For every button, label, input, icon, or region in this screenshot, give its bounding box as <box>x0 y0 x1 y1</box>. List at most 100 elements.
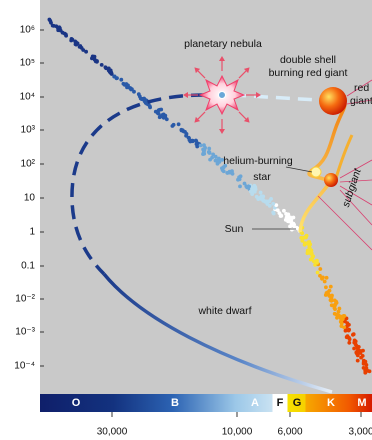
spectral-class: B <box>171 397 179 409</box>
spectral-class: F <box>277 397 284 409</box>
star-dot <box>237 177 241 181</box>
spectral-class: K <box>327 397 335 409</box>
star-dot <box>207 147 211 151</box>
star-dot <box>339 316 343 320</box>
star-dot <box>100 63 104 67</box>
star-dot <box>268 204 272 208</box>
star-dot <box>259 191 263 195</box>
star-dot <box>243 182 247 186</box>
star-dot <box>148 104 152 108</box>
star-dot <box>93 58 97 62</box>
label: white dwarf <box>197 305 251 317</box>
star-dot <box>51 24 55 28</box>
star-dot <box>59 29 63 33</box>
star-dot <box>214 159 218 163</box>
star-dot <box>356 350 360 354</box>
star-dot <box>78 45 82 49</box>
label: planetary nebula <box>184 38 262 50</box>
y-tick-label: 10³ <box>21 125 36 136</box>
y-tick-label: 10⁵ <box>20 58 35 69</box>
star-dot <box>74 41 78 45</box>
star-dot <box>329 285 333 289</box>
star-dot <box>282 209 286 213</box>
spectral-class: M <box>357 397 366 409</box>
label: double shell <box>280 54 336 66</box>
star-dot <box>181 128 185 132</box>
star-dot <box>347 336 351 340</box>
star-dot <box>311 255 315 259</box>
star-dot <box>318 267 322 271</box>
x-tick-label: 30,000 <box>97 427 128 438</box>
red-giant <box>319 87 347 115</box>
star-dot <box>107 69 111 73</box>
page: {"y_axis": {"labels": ["10⁶", "10⁵", "10… <box>0 0 372 440</box>
star-dot <box>288 225 292 229</box>
x-tick-label: 6,000 <box>277 427 302 438</box>
star-dot <box>256 197 260 201</box>
star-dot <box>352 332 356 336</box>
star-dot <box>339 320 343 324</box>
star-dot <box>362 362 366 366</box>
star-dot <box>284 212 288 216</box>
star-dot <box>228 170 232 174</box>
star-dot <box>344 329 348 333</box>
label: helium-burning <box>223 155 293 167</box>
star-dot <box>214 155 218 159</box>
star-dot <box>126 84 130 88</box>
star-dot <box>316 271 320 275</box>
star-dot <box>366 369 370 373</box>
star-dot <box>347 341 351 345</box>
y-tick-label: 1 <box>29 227 35 238</box>
star-dot <box>160 113 164 117</box>
star-dot <box>342 326 346 330</box>
star-dot <box>208 158 212 162</box>
star-dot <box>130 87 134 91</box>
label: red <box>354 82 369 94</box>
spectral-class: A <box>251 397 259 409</box>
spectral-class: O <box>72 397 81 409</box>
label: burning red giant <box>269 67 348 79</box>
subgiant-star <box>324 173 338 187</box>
star-dot <box>163 114 167 118</box>
x-tick-label: 3,000 <box>348 427 372 438</box>
star-dot <box>249 190 253 194</box>
star-dot <box>84 50 88 54</box>
star-dot <box>203 148 207 152</box>
y-tick-label: 10² <box>21 159 36 170</box>
star-dot <box>353 339 357 343</box>
star-dot <box>263 199 267 203</box>
star-dot <box>347 323 351 327</box>
y-tick-label: 10⁻³ <box>15 327 35 338</box>
y-tick-label: 10⁻² <box>15 294 35 305</box>
star-dot <box>119 78 123 82</box>
star-dot <box>207 150 211 154</box>
star-dot <box>279 214 283 218</box>
star-dot <box>357 345 361 349</box>
star-dot <box>356 359 360 363</box>
star-dot <box>253 185 257 189</box>
y-tick-label: 10⁻⁴ <box>14 361 35 372</box>
star-dot <box>177 122 181 126</box>
star-dot <box>287 220 291 224</box>
star-dot <box>308 249 312 253</box>
star-dot <box>143 99 147 103</box>
star-dot <box>276 208 280 212</box>
spectral-class: G <box>293 397 302 409</box>
star-dot <box>320 276 324 280</box>
star-dot <box>70 37 74 41</box>
star-dot <box>154 110 158 114</box>
star-dot <box>194 139 198 143</box>
star-dot <box>217 157 221 161</box>
star-dot <box>325 276 329 280</box>
star-dot <box>199 144 203 148</box>
x-tick-label: 10,000 <box>222 427 253 438</box>
star-dot <box>359 356 363 360</box>
star-dot <box>326 290 330 294</box>
spectral-bar <box>40 394 372 412</box>
star-dot <box>323 280 327 284</box>
y-tick-label: 10⁶ <box>20 25 35 36</box>
star-dot <box>112 75 116 79</box>
label: star <box>253 171 271 183</box>
helium-star <box>311 167 321 177</box>
star-dot <box>330 294 334 298</box>
